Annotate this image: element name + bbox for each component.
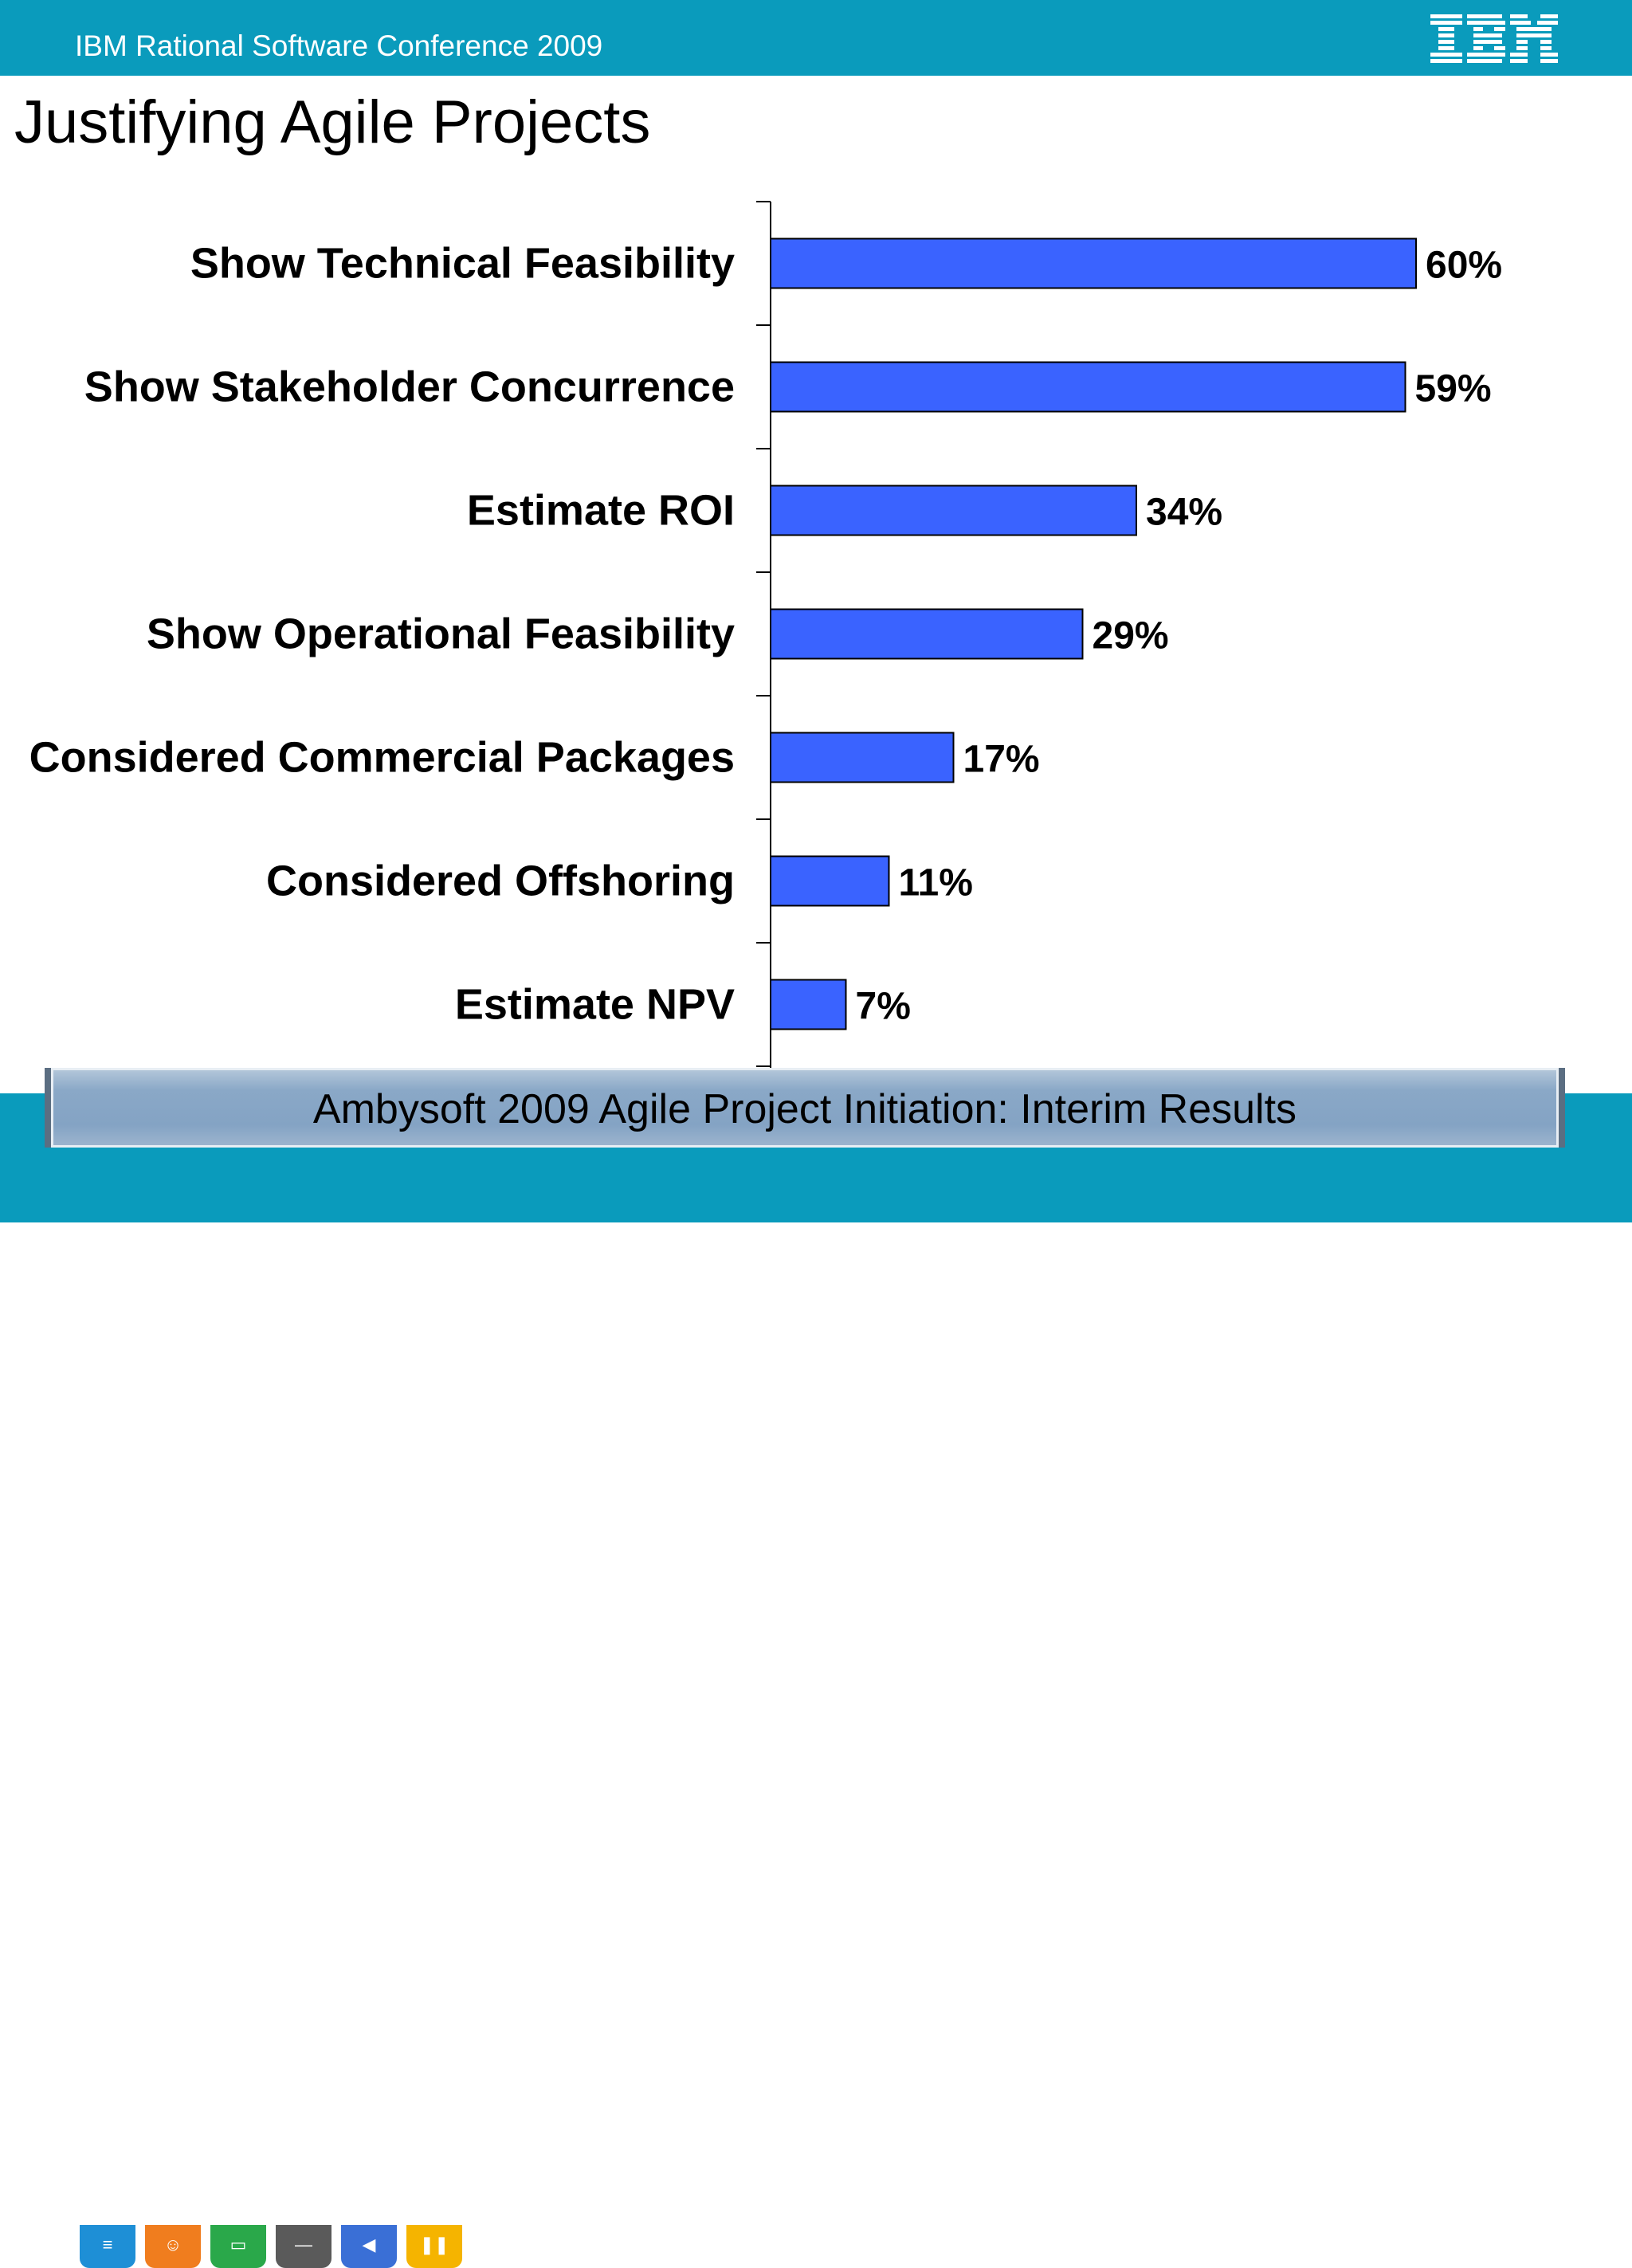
- data-label: 11%: [899, 862, 973, 904]
- data-label: 60%: [1426, 245, 1502, 287]
- category-label: Estimate ROI: [467, 487, 735, 535]
- presenter-icon-glyph: ☺: [163, 2235, 182, 2254]
- ibm-app-icon-glyph: ≡: [102, 2235, 113, 2254]
- header-band: IBM Rational Software Conference 2009: [0, 0, 1632, 76]
- category-label: Show Technical Feasibility: [190, 240, 735, 288]
- presenter-icon[interactable]: ☺: [145, 2225, 201, 2268]
- bar: [770, 855, 890, 907]
- data-label: 29%: [1093, 615, 1169, 657]
- bar-chart: Show Technical Feasibility 60% Show Stakeh…: [29, 201, 1502, 1068]
- category-label: Considered Offshoring: [266, 857, 735, 905]
- megaphone-icon-glyph: ◀: [362, 2235, 376, 2254]
- data-label: 59%: [1415, 368, 1492, 410]
- bar: [770, 237, 1417, 289]
- pause-icon-glyph: ❚❚: [419, 2235, 449, 2254]
- data-label: 17%: [963, 739, 1040, 781]
- pause-icon[interactable]: ❚❚: [406, 2225, 462, 2268]
- bar: [770, 608, 1084, 660]
- bar: [770, 979, 847, 1030]
- category-label: Show Stakeholder Concurrence: [84, 363, 735, 411]
- category-label: Show Operational Feasibility: [147, 610, 735, 658]
- book-icon[interactable]: ▭: [210, 2225, 266, 2268]
- bar: [770, 732, 955, 783]
- data-label: 7%: [856, 986, 911, 1028]
- data-label: 34%: [1146, 492, 1222, 534]
- minimize-icon[interactable]: —: [276, 2225, 332, 2268]
- slide-title: Justifying Agile Projects: [14, 88, 651, 156]
- taskbar: ≡ ☺ ▭ — ◀ ❚❚: [80, 2225, 462, 2268]
- megaphone-icon[interactable]: ◀: [341, 2225, 397, 2268]
- category-label: Estimate NPV: [455, 981, 735, 1029]
- ibm-app-icon[interactable]: ≡: [80, 2225, 135, 2268]
- caption-banner: Ambysoft 2009 Agile Project Initiation: …: [45, 1068, 1565, 1148]
- bar: [770, 361, 1406, 413]
- minimize-icon-glyph: —: [295, 2235, 312, 2254]
- conference-title: IBM Rational Software Conference 2009: [75, 29, 603, 62]
- caption-text: Ambysoft 2009 Agile Project Initiation: …: [312, 1086, 1297, 1132]
- book-icon-glyph: ▭: [230, 2235, 247, 2254]
- category-label: Considered Commercial Packages: [29, 734, 735, 782]
- bar: [770, 485, 1137, 536]
- ibm-logo: [1430, 14, 1558, 63]
